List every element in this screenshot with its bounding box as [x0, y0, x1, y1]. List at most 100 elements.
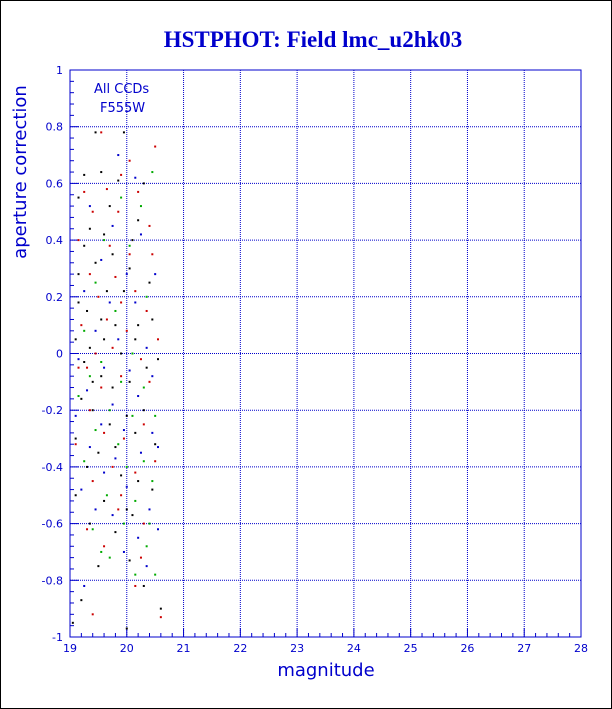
scatter-point: [122, 429, 125, 432]
scatter-point: [88, 375, 91, 378]
scatter-point: [83, 290, 86, 293]
scatter-point: [114, 275, 117, 278]
scatter-point: [80, 488, 83, 491]
scatter-point: [103, 338, 106, 341]
y-tick-label: 0.6: [46, 177, 64, 190]
scatter-point: [142, 423, 145, 426]
scatter-point: [94, 281, 97, 284]
scatter-point: [71, 621, 74, 624]
scatter-point: [105, 290, 108, 293]
scatter-point: [122, 522, 125, 525]
scatter-point: [77, 301, 80, 304]
x-tick-labels: 19 20 21 22 23 24 25 26 27 28: [63, 642, 588, 655]
scatter-point: [151, 375, 154, 378]
scatter-point: [77, 395, 80, 398]
scatter-point: [148, 508, 151, 511]
scatter-point: [122, 550, 125, 553]
scatter-point: [151, 431, 154, 434]
scatter-point: [145, 295, 148, 298]
scatter-point: [157, 338, 160, 341]
x-axis-label: magnitude: [277, 660, 374, 681]
scatter-point: [151, 253, 154, 256]
x-tick-label: 28: [574, 642, 588, 655]
scatter-point: [137, 219, 140, 222]
x-tick-label: 21: [177, 642, 191, 655]
scatter-point: [103, 239, 106, 242]
scatter-point: [120, 173, 123, 176]
x-tick-label: 20: [120, 642, 134, 655]
scatter-point: [154, 573, 157, 576]
scatter-point: [157, 528, 160, 531]
scatter-point: [108, 205, 111, 208]
scatter-point: [114, 457, 117, 460]
scatter-point: [120, 375, 123, 378]
y-tick-label: 0: [56, 348, 63, 361]
x-tick-label: 27: [517, 642, 531, 655]
scatter-point: [86, 528, 89, 531]
scatter-point: [83, 584, 86, 587]
scatter-point: [139, 233, 142, 236]
y-axis-label: aperture correction: [10, 85, 31, 259]
scatter-point: [125, 508, 128, 511]
scatter-point: [125, 465, 128, 468]
scatter-point: [77, 366, 80, 369]
scatter-point: [154, 414, 157, 417]
scatter-point: [86, 389, 89, 392]
scatter-point: [134, 176, 137, 179]
scatter-point: [131, 352, 134, 355]
scatter-point: [137, 480, 140, 483]
legend-line-1: All CCDs: [94, 82, 149, 97]
scatter-point: [97, 565, 100, 568]
scatter-point: [74, 414, 77, 417]
scatter-point: [74, 443, 77, 446]
x-tick-label: 23: [290, 642, 304, 655]
y-tick-label: 0.2: [46, 291, 64, 304]
scatter-point: [134, 301, 137, 304]
scatter-point: [103, 471, 106, 474]
scatter-point: [120, 380, 123, 383]
scatter-point: [77, 196, 80, 199]
scatter-point: [128, 380, 131, 383]
scatter-point: [125, 273, 128, 276]
scatter-point: [145, 545, 148, 548]
y-tick-label: -0.8: [42, 574, 63, 587]
chart-title: HSTPHOT: Field lmc_u2hk03: [164, 27, 463, 52]
scatter-point: [88, 346, 91, 349]
scatter-point: [94, 131, 97, 134]
scatter-point: [83, 190, 86, 193]
scatter-point: [100, 423, 103, 426]
legend: All CCDs F555W: [94, 82, 149, 116]
x-tick-label: 25: [404, 642, 418, 655]
scatter-point: [77, 239, 80, 242]
scatter-point: [88, 446, 91, 449]
scatter-point: [128, 267, 131, 270]
scatter-point: [88, 227, 91, 230]
y-tick-label: 0.8: [46, 121, 64, 134]
scatter-point: [139, 205, 142, 208]
x-tick-label: 24: [347, 642, 361, 655]
scatter-point: [83, 244, 86, 247]
scatter-point: [151, 318, 154, 321]
scatter-point: [139, 556, 142, 559]
scatter-point: [134, 499, 137, 502]
scatter-point: [114, 309, 117, 312]
scatter-point: [83, 361, 86, 364]
scatter-point: [125, 627, 128, 630]
scatter-point: [94, 261, 97, 264]
scatter-point: [142, 409, 145, 412]
scatter-point: [145, 346, 148, 349]
scatter-point: [103, 233, 106, 236]
scatter-point: [120, 196, 123, 199]
scatter-point: [100, 375, 103, 378]
scatter-point: [83, 460, 86, 463]
scatter-point: [120, 494, 123, 497]
scatter-point: [137, 395, 140, 398]
scatter-point: [151, 171, 154, 174]
scatter-point: [134, 471, 137, 474]
scatter-point: [94, 352, 97, 355]
scatter-point: [159, 616, 162, 619]
scatter-point: [100, 258, 103, 261]
scatter-point: [142, 182, 145, 185]
scatter-point: [100, 171, 103, 174]
